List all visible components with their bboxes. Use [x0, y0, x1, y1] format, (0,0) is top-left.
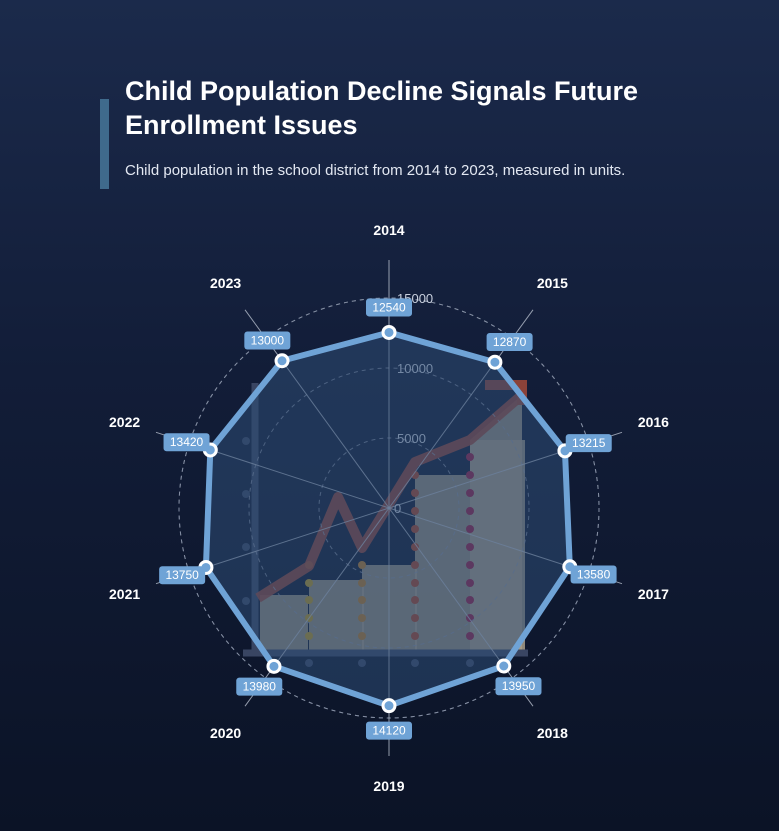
value-label-text: 13215: [572, 436, 606, 450]
value-label-2020: 13980: [236, 677, 283, 696]
category-label-2019: 2019: [373, 778, 404, 794]
value-label-box: [366, 298, 412, 317]
value-label-text: 13420: [170, 435, 204, 449]
data-point-2015: [487, 354, 503, 370]
category-label-2014: 2014: [373, 222, 404, 238]
value-label-text: 13950: [502, 679, 536, 693]
value-label-box: [163, 433, 210, 452]
category-label-2020: 2020: [210, 725, 241, 741]
category-label-2021: 2021: [109, 586, 140, 602]
value-label-2017: 13580: [570, 565, 617, 584]
value-label-2019: 14120: [366, 721, 412, 740]
value-label-text: 14120: [372, 724, 406, 738]
data-point-2019: [381, 698, 397, 714]
chart-subtitle: Child population in the school district …: [125, 162, 626, 179]
value-label-text: 12870: [493, 335, 527, 349]
value-label-2021: 13750: [159, 566, 206, 585]
category-label-2022: 2022: [109, 414, 140, 430]
value-label-box: [570, 565, 617, 584]
category-label-2015: 2015: [537, 275, 568, 291]
value-label-2016: 13215: [565, 434, 612, 453]
category-label-2016: 2016: [638, 414, 669, 430]
value-label-2018: 13950: [495, 677, 542, 696]
data-point-2014: [381, 324, 397, 340]
chart-title: Child Population Decline Signals Future …: [125, 76, 639, 140]
value-label-text: 13000: [251, 334, 285, 348]
value-label-2015: 12870: [486, 333, 533, 352]
value-label-text: 13580: [577, 567, 611, 581]
value-label-box: [486, 333, 533, 352]
value-label-box: [159, 566, 206, 585]
value-label-box: [366, 721, 412, 740]
data-point-2023: [274, 353, 290, 369]
value-label-2023: 13000: [244, 331, 291, 350]
data-point-2020: [266, 658, 282, 674]
value-label-box: [495, 677, 542, 696]
data-point-2018: [496, 658, 512, 674]
category-label-2018: 2018: [537, 725, 568, 741]
value-label-text: 12540: [372, 300, 406, 314]
series-area: [202, 329, 573, 709]
value-label-text: 13980: [243, 680, 277, 694]
value-label-box: [236, 677, 283, 696]
value-label-2014: 12540: [366, 298, 412, 317]
value-label-2022: 13420: [163, 433, 210, 452]
value-label-box: [244, 331, 291, 350]
category-label-2017: 2017: [638, 586, 669, 602]
category-label-2023: 2023: [210, 275, 241, 291]
title-accent-bar: [100, 99, 109, 189]
value-label-text: 13750: [165, 568, 199, 582]
value-label-box: [565, 434, 612, 453]
